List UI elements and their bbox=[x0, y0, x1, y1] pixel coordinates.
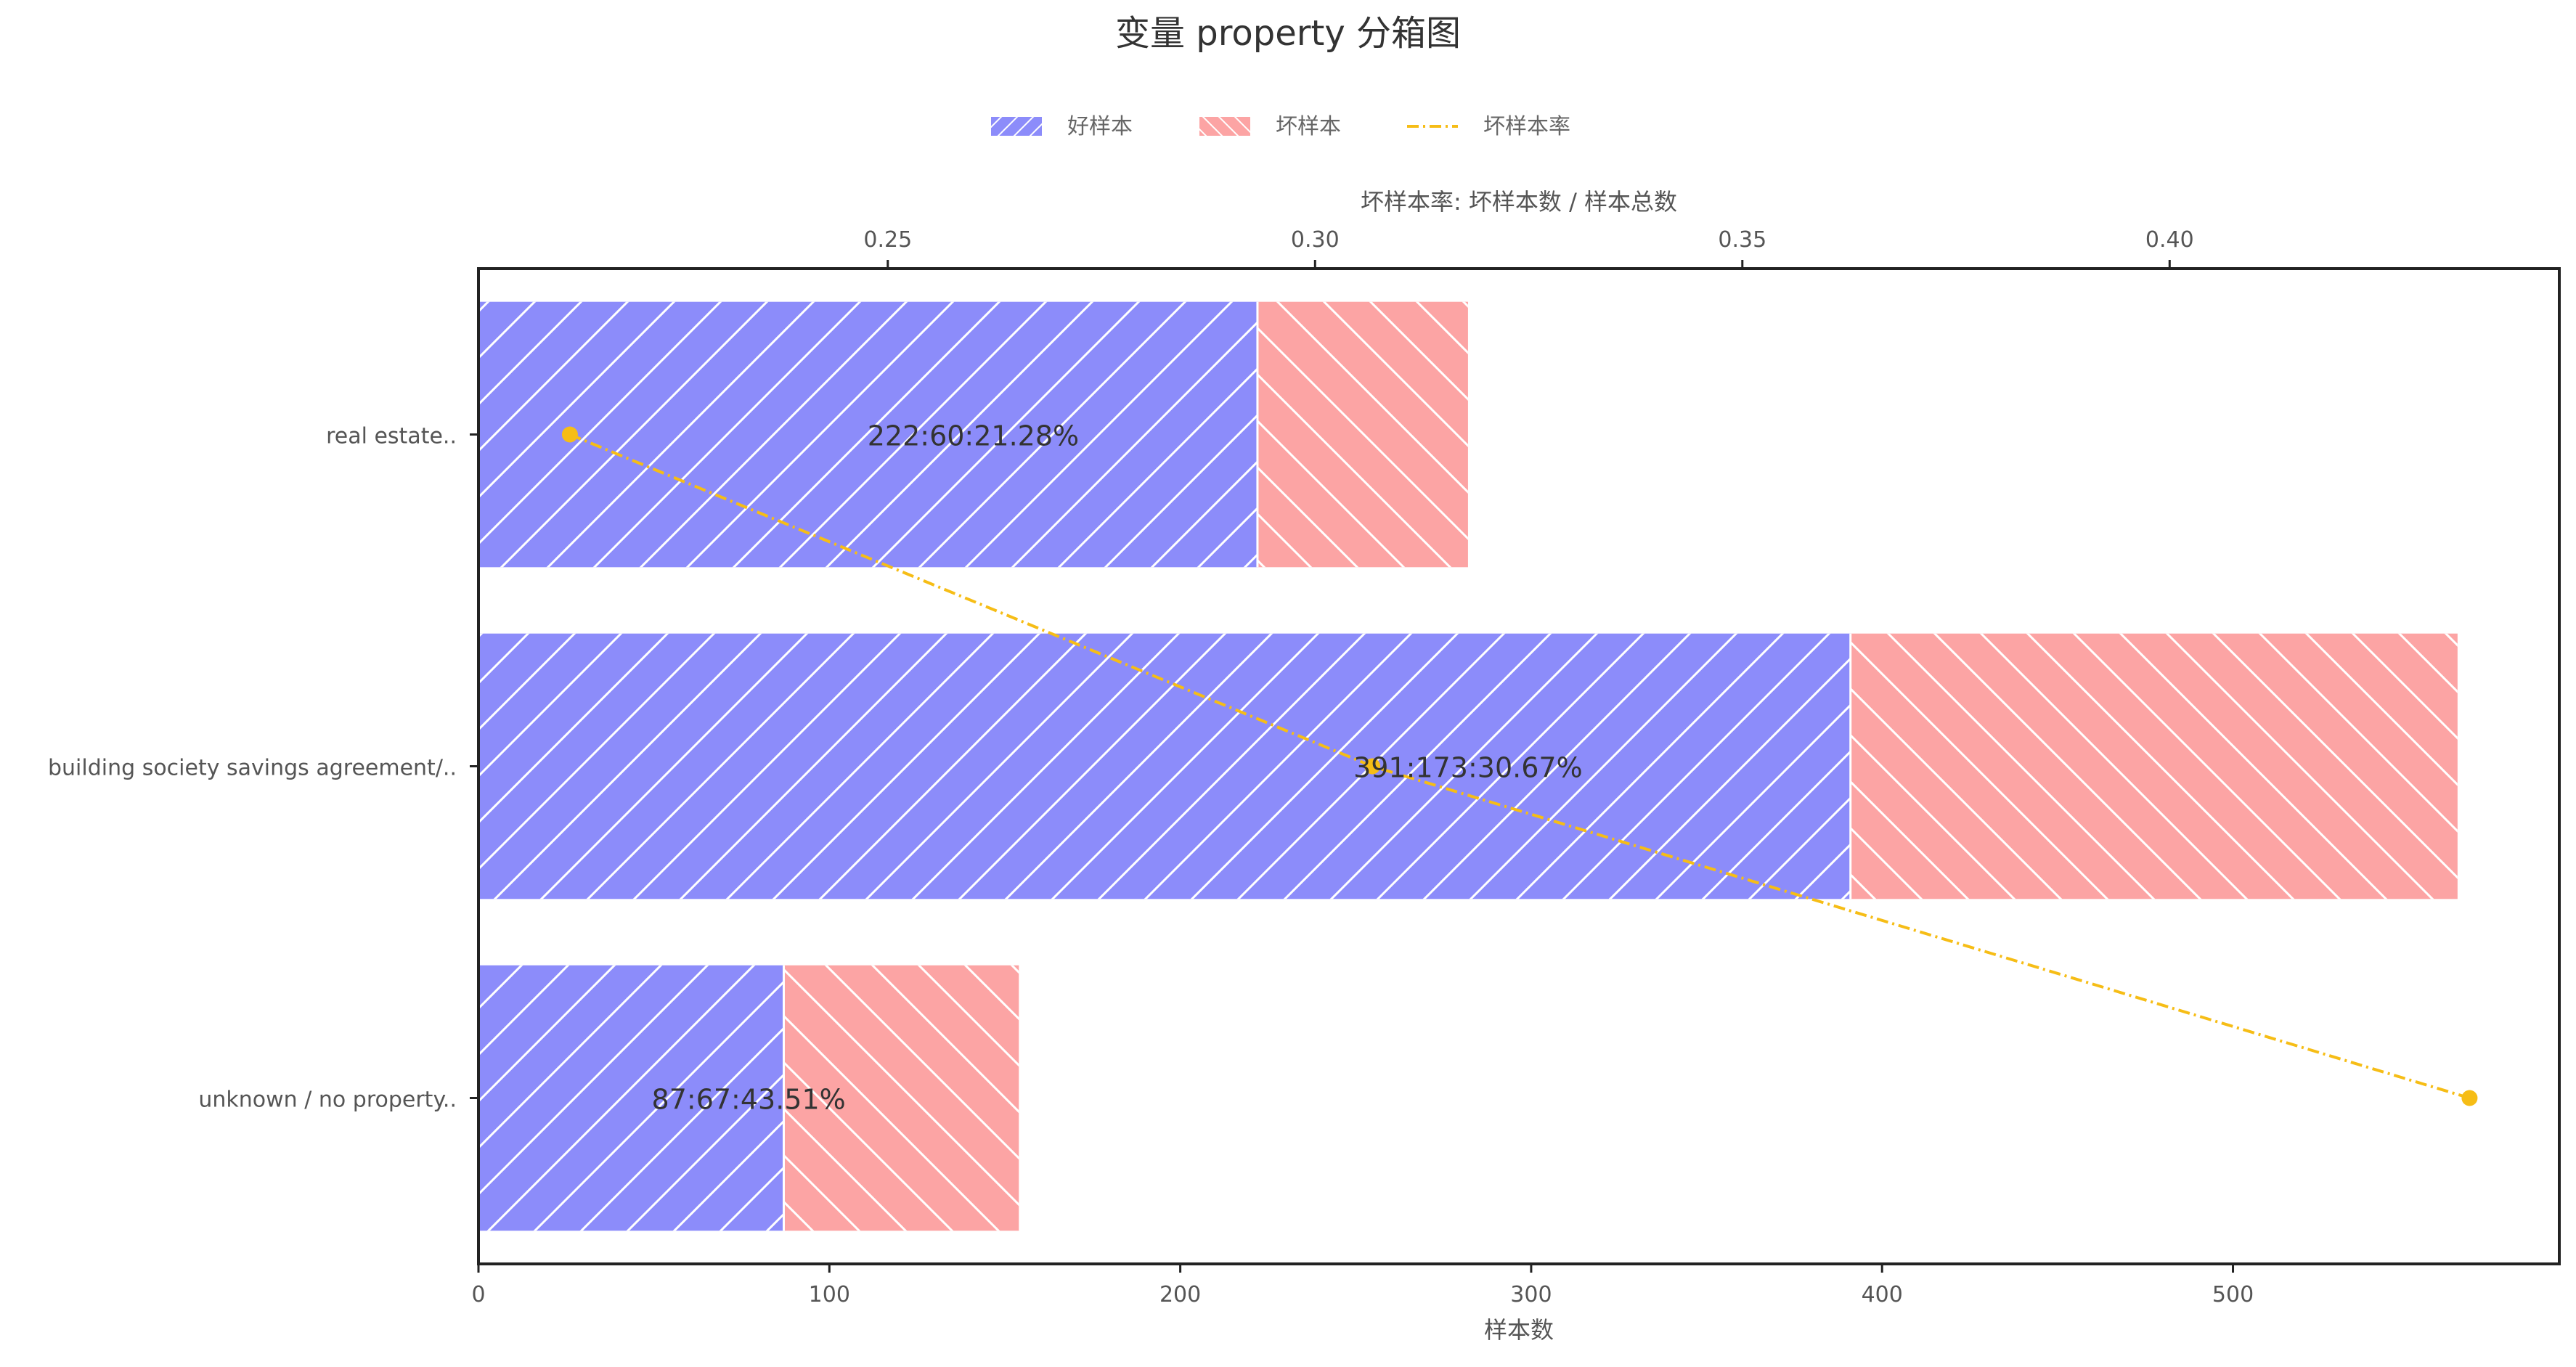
bad-rate-point bbox=[561, 426, 578, 443]
bar-bad-hatch bbox=[1257, 301, 1468, 568]
bars-layer bbox=[478, 301, 2458, 1231]
y-tick-label: building society savings agreement/.. bbox=[48, 756, 457, 781]
legend-label-badrate: 坏样本率 bbox=[1483, 114, 1570, 139]
bad-rate-line-layer bbox=[561, 426, 2478, 1106]
x-tick-label: 300 bbox=[1510, 1282, 1552, 1307]
x-tick-label: 500 bbox=[2212, 1282, 2254, 1307]
legend-swatch-bad-hatch bbox=[1199, 117, 1250, 136]
bad-rate-point bbox=[1364, 758, 1381, 775]
plot-frame bbox=[477, 267, 2561, 1265]
legend: 好样本 坏样本 坏样本率 bbox=[991, 114, 1570, 139]
bar-value-label: 87:67:43.51% bbox=[652, 1084, 846, 1116]
axes-layer: real estate.. building society savings ag… bbox=[48, 227, 2254, 1307]
chart-title: 变量 property 分箱图 bbox=[1115, 13, 1461, 54]
bar-labels-layer: 222:60:21.28% 391:173:30.67% 87:67:43.51% bbox=[652, 420, 1583, 1116]
legend-label-bad: 坏样本 bbox=[1276, 114, 1341, 139]
bad-rate-point bbox=[2461, 1090, 2478, 1106]
x2-tick-label: 0.25 bbox=[863, 227, 912, 253]
y-tick-label: unknown / no property.. bbox=[198, 1088, 457, 1113]
bar-value-label: 222:60:21.28% bbox=[868, 420, 1079, 452]
x2-axis-label: 坏样本率: 坏样本数 / 样本总数 bbox=[1361, 188, 1677, 216]
x2-tick-label: 0.35 bbox=[1718, 227, 1766, 253]
bar-good-hatch bbox=[478, 301, 1258, 568]
y-tick-label: real estate.. bbox=[326, 424, 457, 449]
x2-tick-label: 0.40 bbox=[2145, 227, 2194, 253]
bar-bad-hatch bbox=[783, 965, 1019, 1231]
x-tick-label: 400 bbox=[1862, 1282, 1903, 1307]
bar-good-hatch bbox=[478, 633, 1851, 899]
x-tick-label: 200 bbox=[1159, 1282, 1201, 1307]
legend-swatch-good-hatch bbox=[991, 117, 1042, 136]
legend-label-good: 好样本 bbox=[1067, 114, 1133, 139]
x-tick-label: 100 bbox=[809, 1282, 850, 1307]
bar-good-hatch bbox=[478, 965, 784, 1231]
x2-tick-label: 0.30 bbox=[1291, 227, 1340, 253]
x-tick-label: 0 bbox=[471, 1282, 485, 1307]
bar-bad-hatch bbox=[1850, 633, 2458, 899]
bar-value-label: 391:173:30.67% bbox=[1353, 752, 1583, 784]
x-axis-label: 样本数 bbox=[1484, 1316, 1554, 1344]
